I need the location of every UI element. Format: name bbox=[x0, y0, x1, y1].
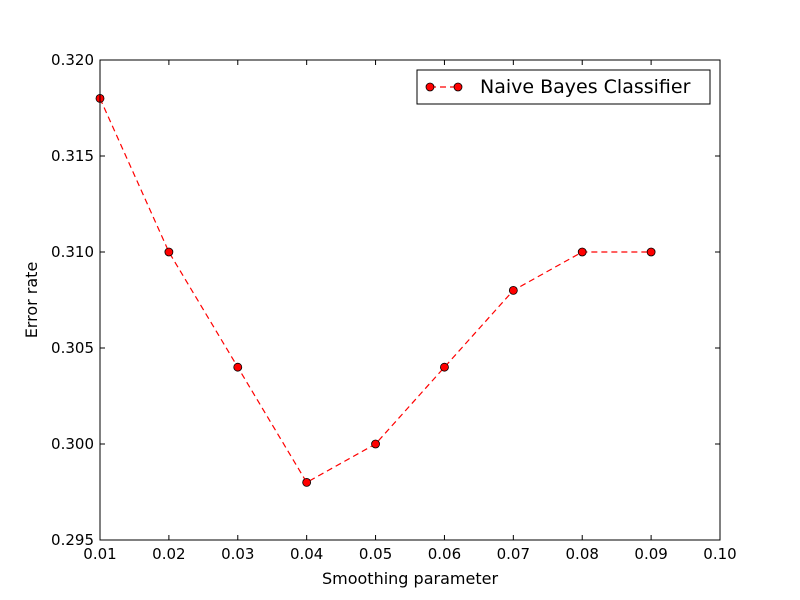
x-tick-label: 0.03 bbox=[221, 545, 254, 563]
legend-label: Naive Bayes Classifier bbox=[480, 76, 691, 98]
x-tick-label: 0.01 bbox=[83, 545, 116, 563]
x-tick-label: 0.02 bbox=[152, 545, 185, 563]
x-tick-label: 0.07 bbox=[497, 545, 530, 563]
x-tick-label: 0.04 bbox=[290, 545, 323, 563]
data-point bbox=[302, 477, 312, 487]
y-tick-label: 0.315 bbox=[51, 147, 94, 165]
data-point bbox=[440, 362, 449, 372]
tick-layer: 0.01 0.02 0.03 0.04 0.05 0.06 0.07 0.08 0.09 0.10… bbox=[51, 51, 737, 563]
x-tick-label: 0.09 bbox=[634, 545, 667, 563]
y-tick-label: 0.300 bbox=[51, 435, 94, 453]
data-point bbox=[371, 439, 380, 449]
data-point bbox=[233, 362, 243, 372]
data-point bbox=[164, 247, 174, 257]
plot-frame bbox=[99, 59, 721, 541]
data-point bbox=[577, 247, 587, 257]
y-tick-label: 0.310 bbox=[51, 243, 94, 261]
y-axis-label: Error rate bbox=[22, 262, 41, 339]
data-point bbox=[508, 285, 518, 295]
legend-marker bbox=[425, 82, 435, 92]
x-tick-label: 0.10 bbox=[703, 545, 736, 563]
x-tick-label: 0.05 bbox=[359, 545, 392, 563]
y-tick-label: 0.295 bbox=[51, 531, 94, 549]
y-tick-label: 0.320 bbox=[51, 51, 94, 69]
series-layer bbox=[95, 94, 656, 487]
x-axis-label: Smoothing parameter bbox=[322, 569, 498, 588]
data-point bbox=[646, 247, 656, 257]
y-tick-label: 0.305 bbox=[51, 339, 94, 357]
x-tick-label: 0.08 bbox=[566, 545, 599, 563]
legend-box bbox=[416, 69, 711, 105]
legend: Naive Bayes Classifier bbox=[416, 69, 711, 105]
legend-marker bbox=[453, 82, 463, 92]
plot-area bbox=[100, 60, 720, 540]
x-tick-label: 0.06 bbox=[428, 545, 461, 563]
